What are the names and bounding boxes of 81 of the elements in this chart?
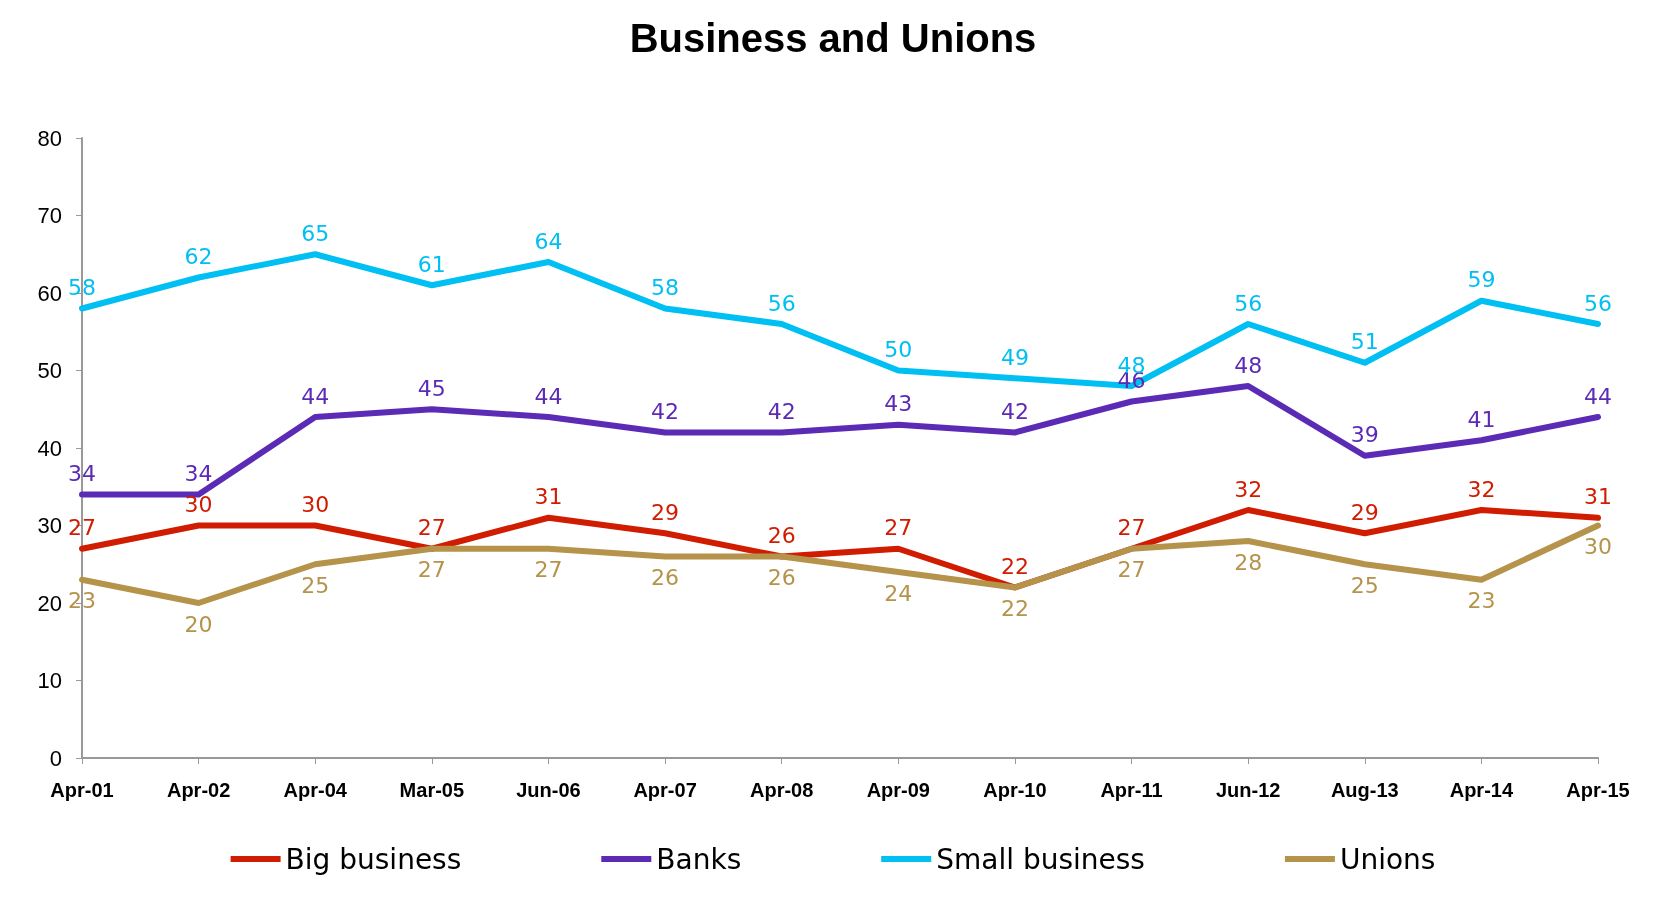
- data-label: 44: [301, 383, 330, 409]
- data-label: 27: [417, 515, 446, 541]
- data-label: 45: [417, 375, 446, 401]
- data-label: 61: [417, 251, 446, 277]
- y-tick-label: 30: [37, 513, 62, 538]
- x-tick-label: Apr-15: [1566, 779, 1630, 801]
- y-tick-label: 60: [37, 280, 62, 306]
- legend-label: Unions: [1339, 842, 1436, 876]
- data-label: 27: [417, 557, 446, 583]
- data-label: 34: [68, 461, 96, 486]
- x-tick-label: Apr-04: [283, 779, 348, 801]
- data-label: 32: [1234, 476, 1263, 502]
- data-label: 43: [884, 391, 913, 417]
- data-label: 27: [68, 515, 96, 541]
- y-tick-label: 80: [37, 125, 62, 151]
- data-label: 44: [534, 383, 563, 409]
- y-tick-label: 70: [37, 203, 62, 228]
- data-label: 48: [1234, 352, 1263, 378]
- data-label: 25: [301, 572, 330, 598]
- data-label: 26: [767, 565, 796, 590]
- data-label: 59: [1467, 267, 1496, 293]
- data-label: 26: [651, 565, 680, 590]
- data-label: 20: [184, 611, 213, 637]
- legend-label: Small business: [936, 842, 1145, 876]
- legend-label: Banks: [656, 842, 742, 876]
- x-tick-label: Jun-12: [1215, 779, 1281, 801]
- data-label: 30: [184, 492, 213, 517]
- data-label: 42: [651, 399, 680, 424]
- y-tick-label: 50: [37, 358, 62, 383]
- data-label: 26: [767, 523, 796, 548]
- data-label: 32: [1467, 476, 1496, 502]
- data-label: 30: [301, 492, 330, 517]
- y-tick-label: 20: [37, 590, 62, 616]
- x-tick-label: Apr-08: [750, 779, 814, 801]
- x-tick-label: Apr-02: [166, 779, 231, 801]
- data-label: 42: [1000, 399, 1029, 424]
- data-label: 25: [1350, 572, 1379, 598]
- data-label: 27: [534, 557, 563, 583]
- data-label: 56: [767, 290, 796, 316]
- data-label: 27: [1117, 557, 1146, 583]
- x-tick-label: Apr-09: [866, 779, 930, 801]
- data-label: 27: [1117, 515, 1146, 541]
- data-label: 30: [1584, 534, 1612, 559]
- data-label: 56: [1584, 290, 1612, 316]
- x-tick-label: Apr-14: [1449, 779, 1514, 801]
- data-label: 65: [301, 220, 330, 246]
- x-tick-label: Apr-01: [50, 779, 114, 801]
- data-label: 42: [767, 399, 796, 424]
- data-label: 28: [1234, 549, 1263, 575]
- data-label: 58: [651, 275, 680, 300]
- data-label: 51: [1350, 329, 1379, 355]
- data-label: 29: [651, 499, 680, 525]
- data-label: 31: [1584, 484, 1612, 510]
- x-tick-label: Apr-11: [1100, 779, 1163, 801]
- data-label: 64: [534, 228, 563, 254]
- data-label: 31: [534, 484, 563, 510]
- data-label: 39: [1350, 422, 1379, 448]
- x-tick-label: Aug-13: [1330, 779, 1399, 801]
- data-label: 58: [68, 275, 96, 300]
- data-label: 34: [184, 461, 213, 486]
- data-label: 23: [1467, 588, 1496, 614]
- legend-label: Big business: [285, 842, 462, 876]
- data-label: 24: [884, 580, 913, 606]
- data-label: 49: [1000, 344, 1029, 370]
- y-tick-label: 10: [37, 668, 62, 693]
- data-label: 56: [1234, 290, 1263, 316]
- data-label: 50: [884, 337, 913, 362]
- y-tick-label: 0: [49, 745, 62, 771]
- x-tick-label: Mar-05: [399, 779, 465, 801]
- x-tick-label: Apr-10: [983, 779, 1047, 801]
- data-label: 27: [884, 515, 913, 541]
- data-label: 22: [1000, 596, 1029, 621]
- data-label: 22: [1000, 554, 1029, 579]
- x-tick-label: Apr-07: [633, 779, 697, 801]
- data-label: 41: [1467, 406, 1496, 432]
- data-label: 62: [184, 244, 213, 269]
- x-tick-label: Jun-06: [516, 779, 581, 801]
- data-label: 44: [1584, 383, 1612, 409]
- y-tick-label: 40: [37, 435, 62, 461]
- data-label: 29: [1350, 499, 1379, 525]
- chart-title: Business and Unions: [629, 16, 1037, 60]
